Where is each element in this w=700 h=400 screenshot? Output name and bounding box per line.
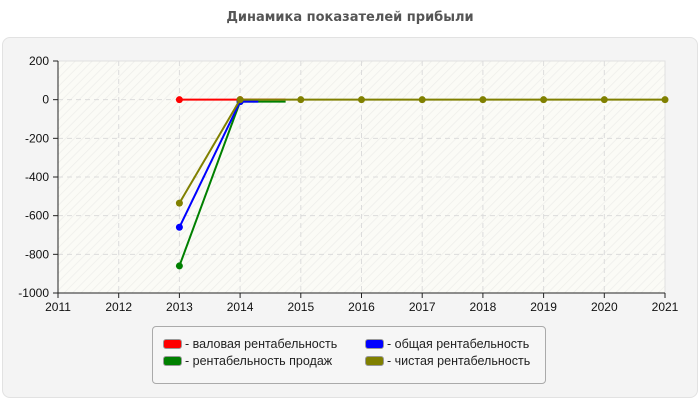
data-point (479, 96, 487, 104)
legend-item-sales: - рентабельность продаж (163, 354, 332, 368)
y-tick-label: -600 (25, 209, 49, 223)
x-tick-label: 2014 (227, 300, 254, 314)
data-point (236, 96, 244, 104)
x-tick-label: 2013 (166, 300, 193, 314)
data-point (600, 96, 608, 104)
data-point (418, 96, 426, 104)
x-tick-label: 2018 (470, 300, 497, 314)
y-tick-label: 200 (29, 54, 49, 68)
legend-swatch-icon (163, 339, 182, 349)
y-tick-label: 0 (42, 93, 49, 107)
legend-swatch-icon (365, 339, 384, 349)
x-tick-label: 2021 (652, 300, 679, 314)
legend-item-gross: - валовая рентабельность (163, 337, 337, 351)
chart-title: Динамика показателей прибыли (226, 10, 474, 25)
data-point (175, 223, 183, 231)
y-tick-label: -400 (25, 170, 49, 184)
data-point (661, 96, 669, 104)
y-tick-label: -800 (25, 247, 49, 261)
x-tick-label: 2017 (409, 300, 436, 314)
x-tick-label: 2016 (348, 300, 375, 314)
data-point (297, 96, 305, 104)
legend-item-net: - чистая рентабельность (365, 354, 530, 368)
x-tick-label: 2012 (105, 300, 132, 314)
data-point (358, 96, 365, 104)
data-point (175, 262, 183, 270)
x-tick-label: 2015 (287, 300, 314, 314)
legend-item-total: - общая рентабельность (365, 337, 529, 351)
legend-swatch-icon (163, 356, 182, 366)
data-point (175, 96, 183, 104)
x-tick-label: 2019 (530, 300, 557, 314)
y-tick-label: -1000 (18, 286, 49, 300)
legend: - валовая рентабельность - общая рентабе… (152, 326, 546, 384)
y-tick-label: -200 (25, 131, 49, 145)
data-point (540, 96, 548, 104)
legend-swatch-icon (365, 356, 384, 366)
x-tick-label: 2020 (591, 300, 618, 314)
data-series (175, 96, 669, 270)
data-point (175, 199, 183, 207)
x-tick-label: 2011 (45, 300, 71, 314)
